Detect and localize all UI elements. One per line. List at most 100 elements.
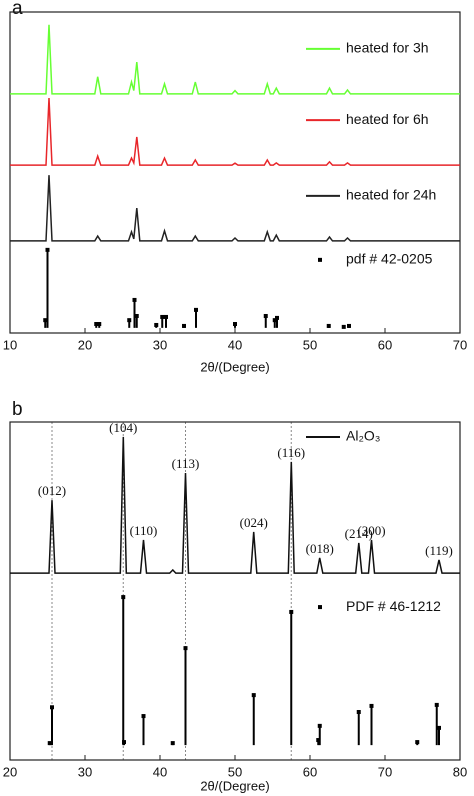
reference-stick <box>233 322 237 328</box>
reference-stick <box>437 725 441 746</box>
legend-label: heated for 6h <box>346 111 429 127</box>
stick-cap <box>194 307 198 312</box>
peak-label: (024) <box>240 515 268 530</box>
stick-cap <box>50 705 54 710</box>
reference-stick <box>272 318 277 328</box>
peak-label: (110) <box>130 523 158 538</box>
reference-stick <box>160 314 165 328</box>
x-tick-label: 60 <box>378 337 392 352</box>
reference-stick <box>369 703 374 746</box>
reference-stick <box>275 315 279 328</box>
reference-stick <box>45 247 50 328</box>
reference-stick <box>263 313 268 328</box>
stick-cap <box>434 702 439 707</box>
x-tick-label: 40 <box>153 764 167 779</box>
stick-cap <box>132 297 137 302</box>
reference-stick <box>251 693 256 746</box>
stick-cap <box>127 318 132 323</box>
panel-label: b <box>12 399 23 420</box>
peak-label: (116) <box>277 445 305 460</box>
reference-stick <box>356 710 361 746</box>
x-tick-label: 50 <box>228 764 242 779</box>
reference-stick <box>134 313 139 328</box>
reference-stick <box>121 595 126 746</box>
stick-cap <box>356 710 361 715</box>
stick-cap <box>317 723 322 728</box>
stick-cap <box>160 314 165 319</box>
peak-label: (119) <box>425 543 453 558</box>
x-axis-label: 2θ/(Degree) <box>200 359 269 374</box>
stick-cap <box>45 247 50 252</box>
x-tick-label: 10 <box>3 337 17 352</box>
x-axis-label: 2θ/(Degree) <box>200 778 269 793</box>
x-tick-label: 80 <box>453 764 467 779</box>
stick-cap <box>43 318 48 323</box>
reference-stick <box>326 323 331 328</box>
peak-label: (214) <box>345 526 373 541</box>
x-tick-label: 50 <box>303 337 317 352</box>
stick-cap <box>341 324 346 329</box>
pattern-line <box>10 436 460 574</box>
reference-stick <box>43 318 48 328</box>
x-tick-label: 30 <box>78 764 92 779</box>
x-tick-label: 70 <box>378 764 392 779</box>
legend-label: pdf # 42-0205 <box>346 251 433 267</box>
plot-frame <box>9 421 461 761</box>
stick-cap <box>154 322 159 327</box>
reference-stick <box>127 318 132 328</box>
stick-cap <box>183 646 188 651</box>
stick-cap <box>437 725 441 730</box>
legend-label: heated for 3h <box>346 40 429 56</box>
pattern-line <box>10 97 460 166</box>
legend-swatch <box>318 257 322 262</box>
stick-cap <box>369 703 374 708</box>
legend-label: heated for 24h <box>346 187 436 203</box>
stick-cap <box>289 609 294 614</box>
stick-cap <box>122 740 126 745</box>
stick-cap <box>164 314 168 319</box>
reference-stick <box>183 646 188 746</box>
peak-label: (113) <box>172 456 200 471</box>
reference-stick <box>434 702 439 746</box>
stick-cap <box>182 323 186 328</box>
reference-stick <box>141 714 146 746</box>
stick-cap <box>251 693 256 698</box>
reference-stick <box>316 738 321 746</box>
stick-cap <box>170 741 175 746</box>
reference-stick <box>164 314 168 328</box>
peak-label: (300) <box>357 523 385 538</box>
reference-stick <box>47 741 52 746</box>
reference-stick <box>317 723 322 746</box>
stick-cap <box>275 315 279 320</box>
stick-cap <box>141 714 146 719</box>
x-tick-label: 70 <box>453 337 467 352</box>
x-tick-label: 20 <box>3 764 17 779</box>
reference-stick <box>50 705 54 746</box>
stick-cap <box>47 741 52 746</box>
reference-stick <box>341 324 346 329</box>
reference-stick <box>132 297 137 328</box>
stick-cap <box>233 322 237 327</box>
reference-stick <box>415 740 420 746</box>
panel-label: a <box>12 0 23 19</box>
legend-label: PDF # 46-1212 <box>346 598 441 614</box>
reference-stick <box>94 322 99 328</box>
reference-stick <box>194 307 198 328</box>
x-tick-label: 20 <box>78 337 92 352</box>
plot-frame <box>9 11 461 334</box>
reference-stick <box>97 322 102 328</box>
peak-label: (012) <box>38 483 66 498</box>
stick-cap <box>121 595 126 600</box>
stick-cap <box>316 738 321 743</box>
reference-stick <box>170 741 175 746</box>
stick-cap <box>97 322 102 327</box>
peak-label: (018) <box>306 541 334 556</box>
x-tick-label: 60 <box>303 764 317 779</box>
stick-cap <box>415 740 420 745</box>
stick-cap <box>326 323 331 328</box>
reference-stick <box>182 323 186 328</box>
stick-cap <box>263 313 268 318</box>
stick-cap <box>134 313 139 318</box>
